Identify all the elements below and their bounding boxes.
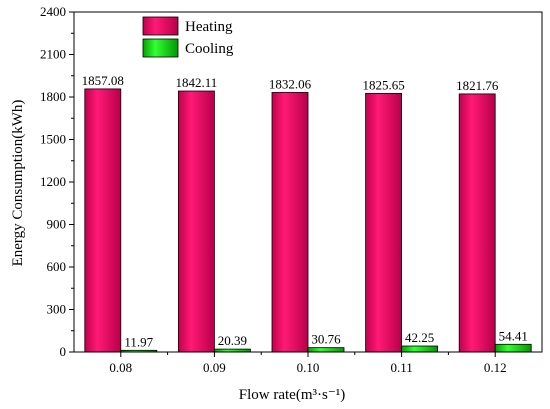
- data-label-cooling: 54.41: [499, 328, 528, 343]
- legend-swatch-heating: [142, 16, 179, 36]
- legend-swatch-cooling: [142, 38, 179, 58]
- y-tick-label: 1800: [40, 89, 66, 104]
- y-tick-label: 300: [47, 302, 67, 317]
- data-label-cooling: 11.97: [124, 334, 153, 349]
- data-label-heating: 1825.65: [362, 77, 404, 92]
- data-label-heating: 1842.11: [176, 75, 218, 90]
- bar-cooling: [494, 343, 532, 353]
- bars: [84, 88, 532, 353]
- bar-heating: [84, 88, 122, 353]
- axes: 0 300 600 900 1200 1500 1800 2100 2400 0.08 0.09 0.…: [40, 4, 543, 375]
- bar-heating: [177, 90, 215, 353]
- data-label-heating: 1821.76: [456, 78, 499, 93]
- y-tick-label: 600: [47, 259, 67, 274]
- legend-label-cooling: Cooling: [185, 41, 234, 57]
- bar-heating: [458, 93, 496, 353]
- y-tick-label: 1500: [40, 132, 66, 147]
- x-tick-label: 0.10: [297, 360, 320, 375]
- x-tick-label: 0.11: [390, 360, 412, 375]
- legend-label-heating: Heating: [185, 19, 233, 35]
- data-label-cooling: 20.39: [218, 333, 247, 348]
- y-tick-label: 900: [47, 217, 67, 232]
- data-label-heating: 1857.08: [82, 73, 124, 88]
- y-tick-label: 1200: [40, 174, 66, 189]
- bar-cooling: [307, 347, 345, 353]
- y-tick-label: 0: [60, 344, 67, 359]
- y-tick-label: 2400: [40, 4, 66, 19]
- bar-heating: [271, 92, 309, 353]
- data-label-cooling: 42.25: [405, 330, 434, 345]
- y-axis-title: Energy Consumption(kWh): [10, 100, 26, 267]
- x-axis-title: Flow rate(m³·s⁻¹): [239, 387, 345, 403]
- x-tick-label: 0.08: [109, 360, 132, 375]
- bar-heating: [365, 92, 403, 353]
- data-label-heating: 1832.06: [269, 76, 312, 91]
- data-label-cooling: 30.76: [311, 332, 341, 347]
- y-tick-label: 2100: [40, 47, 66, 62]
- x-tick-label: 0.09: [203, 360, 226, 375]
- x-tick-label: 0.12: [484, 360, 507, 375]
- data-labels: 1857.08 1842.11 1832.06 1825.65 1821.76 11.97…: [82, 73, 528, 349]
- legend: Heating Cooling: [142, 16, 234, 58]
- bar-cooling: [401, 345, 439, 353]
